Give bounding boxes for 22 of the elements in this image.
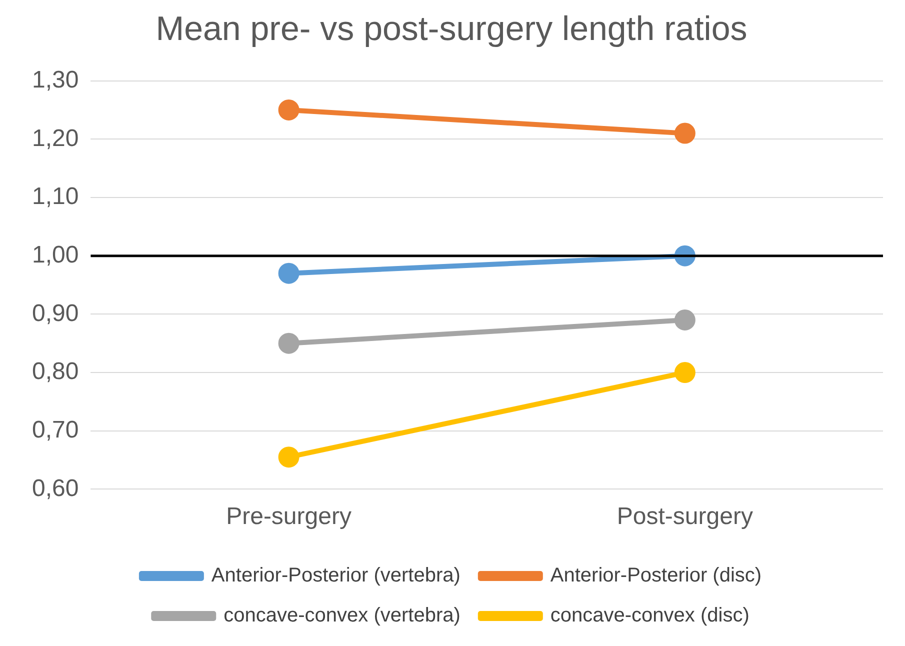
y-tick-label: 0,60 (32, 474, 79, 502)
y-tick-label: 0,90 (32, 300, 79, 327)
y-tick-label: 1,00 (32, 241, 79, 268)
point (278, 99, 300, 120)
point (674, 122, 696, 144)
y-tick-label: 1,10 (32, 183, 79, 210)
point (674, 362, 696, 384)
legend-label: Anterior-Posterior (vertebra) (211, 564, 460, 587)
x-tick-label: Post-surgery (616, 503, 753, 530)
point (278, 332, 300, 354)
y-tick-label: 1,30 (32, 66, 79, 94)
legend-label: Anterior-Posterior (disc) (550, 564, 762, 587)
point (278, 262, 300, 284)
chart-title: Mean pre- vs post-surgery length ratios (156, 10, 748, 48)
y-tick-label: 0,70 (32, 416, 79, 444)
legend-label: concave-convex (vertebra) (224, 604, 460, 627)
x-tick-label: Pre-surgery (226, 503, 352, 530)
y-tick-label: 0,80 (32, 358, 79, 386)
y-tick-label: 1,20 (32, 124, 79, 152)
point (278, 446, 300, 468)
legend-label: concave-convex (disc) (550, 604, 750, 627)
point (674, 310, 696, 331)
